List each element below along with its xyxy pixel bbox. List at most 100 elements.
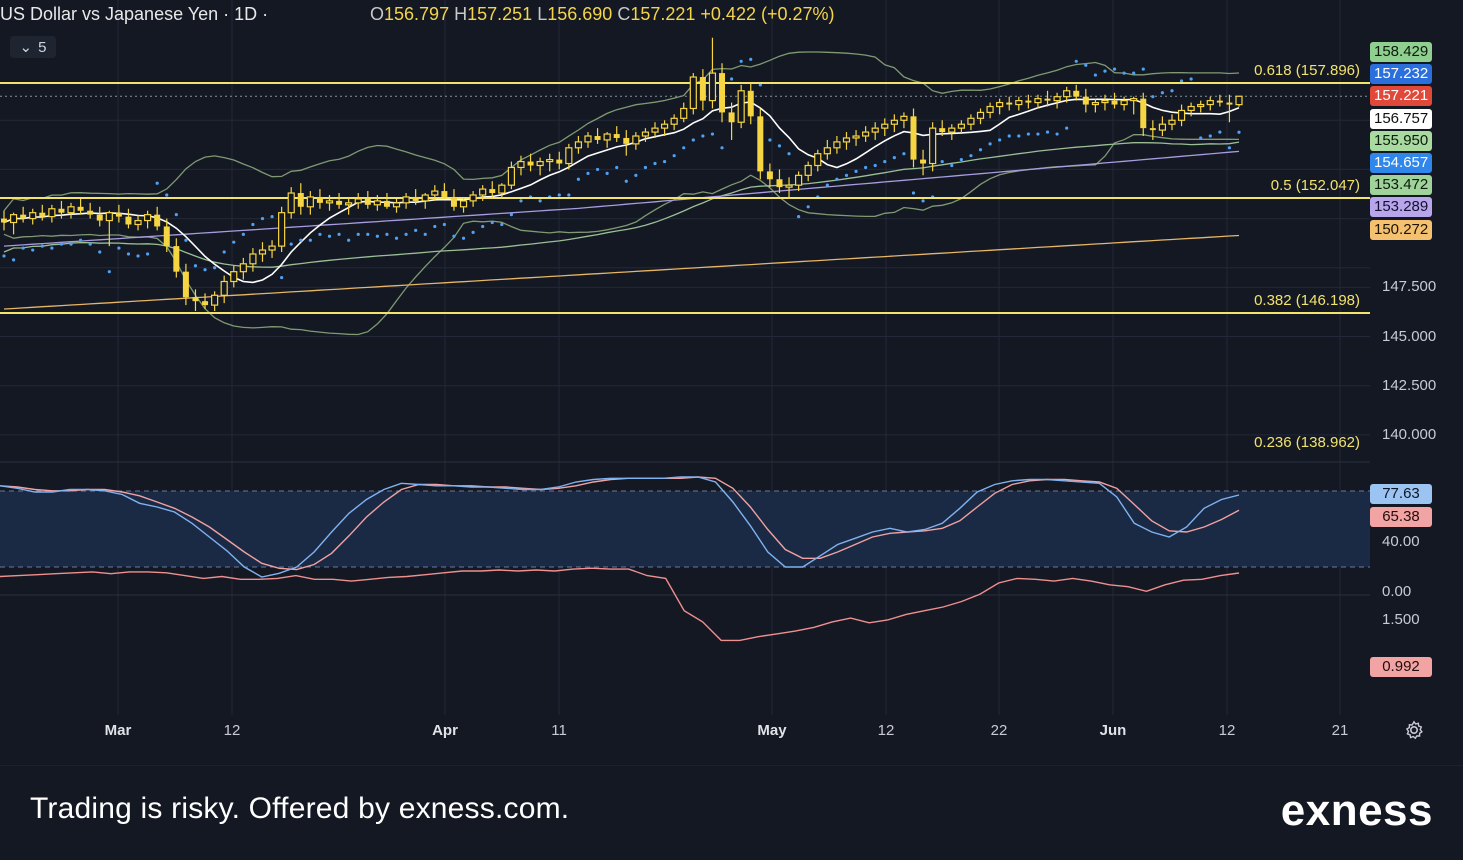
candle-body-down <box>20 214 27 219</box>
sar-dot <box>490 220 494 225</box>
candle-body-up <box>517 160 525 169</box>
candle-body-up <box>842 137 851 143</box>
oscillator-band <box>0 491 1370 567</box>
price-badge: 153.289 <box>1370 197 1432 218</box>
gear-icon[interactable] <box>1404 720 1424 740</box>
candle-body-up <box>795 174 803 186</box>
candle-body-up <box>737 90 745 123</box>
candle-body-up <box>220 280 228 296</box>
sar-dot <box>241 232 245 236</box>
sar-dot <box>1237 130 1241 134</box>
candle-body-up <box>871 127 879 133</box>
candle-body-up <box>660 123 669 129</box>
sar-dot <box>615 165 619 170</box>
sar-dot <box>768 138 772 142</box>
high-key: H <box>454 4 468 24</box>
price-chart[interactable]: US Dollar vs Japanese Yen · 1D · O156.79… <box>0 0 1463 765</box>
sar-dot <box>1227 146 1232 150</box>
sar-dot <box>835 177 839 181</box>
change-value: +0.422 (+0.27%) <box>700 4 835 24</box>
sar-dot <box>59 242 64 246</box>
candle-body-down <box>747 90 754 117</box>
sar-dot <box>1026 132 1030 136</box>
indicators-toggle[interactable]: ⌄ 5 <box>10 36 56 58</box>
sar-dot <box>758 83 762 87</box>
candle-body-down <box>623 137 630 144</box>
candle-body-up <box>239 263 247 273</box>
candle-body-up <box>1101 100 1109 104</box>
candle-body-down <box>766 171 773 180</box>
price-badge: 158.429 <box>1370 42 1432 62</box>
sar-dot <box>864 165 868 170</box>
sar-dot <box>576 177 581 181</box>
sar-dot <box>1055 132 1059 136</box>
candle-body-up <box>680 107 688 119</box>
sar-dot <box>251 222 255 227</box>
candle-body-up <box>976 111 985 119</box>
open-value: 156.797 <box>384 4 450 24</box>
sar-dot <box>414 228 418 232</box>
candle-body-down <box>1082 96 1089 105</box>
close-value: 157.221 <box>630 4 696 24</box>
candle-body-up <box>402 196 410 204</box>
candle-body-up <box>1235 95 1243 106</box>
candle-body-up <box>1206 100 1214 106</box>
candle-body-up <box>651 127 659 133</box>
candle-body-down <box>757 116 764 172</box>
candle-body-down <box>1044 98 1051 101</box>
candle-body-down <box>173 246 180 272</box>
sar-dot <box>959 158 963 162</box>
low-value: 156.690 <box>547 4 613 24</box>
sar-dot <box>203 268 207 272</box>
sar-dot <box>1103 69 1107 73</box>
open-key: O <box>370 4 385 24</box>
candle-body-up <box>900 115 908 121</box>
candle-body-down <box>1111 100 1118 105</box>
candle-body-up <box>67 206 75 214</box>
candle-body-up <box>469 194 477 202</box>
sar-dot <box>11 258 16 262</box>
sar-dot <box>797 215 801 219</box>
sar-dot <box>126 252 131 256</box>
candle-body-up <box>306 196 314 208</box>
sar-dot <box>232 240 236 244</box>
symbol-title[interactable]: US Dollar vs Japanese Yen · 1D · <box>0 4 269 24</box>
candle-body-up <box>498 184 506 194</box>
price-badge: 150.272 <box>1370 219 1432 240</box>
candle-body-up <box>479 188 487 196</box>
fib-level-label: 0.382 (146.198) <box>1254 292 1360 309</box>
candle-body-up <box>1158 123 1167 131</box>
sar-dot <box>940 159 944 164</box>
sar-dot <box>1141 67 1145 71</box>
candle-body-up <box>373 200 381 206</box>
candle-body-up <box>986 105 994 114</box>
price-tick: 142.500 <box>1382 376 1437 394</box>
fib-level-label: 0.5 (152.047) <box>1270 177 1360 194</box>
sar-dot <box>136 254 140 258</box>
candle-body-up <box>249 253 257 265</box>
sar-dot <box>1199 136 1203 140</box>
candle-body-down <box>527 161 534 166</box>
candle-body-up <box>1063 90 1071 98</box>
candle-body-up <box>278 212 286 247</box>
sar-dot <box>107 270 111 274</box>
sar-dot <box>165 193 169 197</box>
sar-dot <box>1151 95 1155 99</box>
candle-body-up <box>814 153 822 167</box>
candle-body-up <box>603 133 611 141</box>
footer-banner: Trading is risky. Offered by exness.com.… <box>0 765 1463 860</box>
candle-body-up <box>1053 96 1061 102</box>
candle-body-up <box>1130 98 1138 102</box>
sar-dot <box>213 266 217 270</box>
chart-canvas[interactable] <box>0 0 1463 765</box>
candle-body-down <box>594 136 601 140</box>
candle-body-up <box>1015 100 1023 106</box>
time-tick: 12 <box>223 722 241 739</box>
candle-body-up <box>890 119 898 125</box>
candle-body-up <box>804 164 812 176</box>
sar-dot <box>1208 134 1212 138</box>
high-value: 157.251 <box>467 4 533 24</box>
sar-dot <box>729 77 734 81</box>
candle-body-up <box>967 117 975 125</box>
candle-body-down <box>1073 90 1080 97</box>
